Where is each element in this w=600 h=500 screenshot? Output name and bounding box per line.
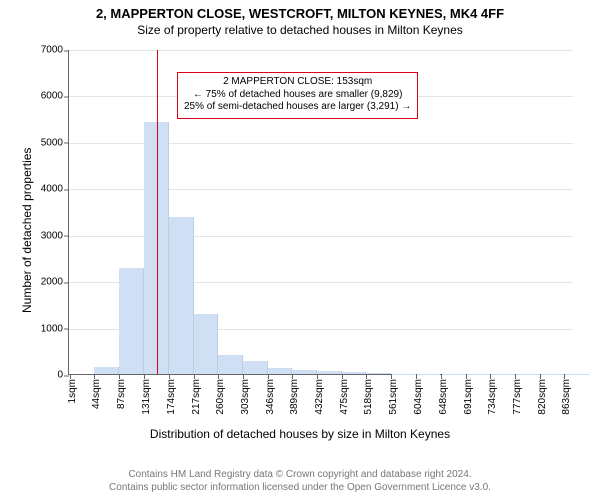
x-tick-label: 303sqm [240,374,251,415]
x-tick-label: 346sqm [265,374,276,415]
histogram-bar [218,355,243,375]
x-tick-label: 734sqm [487,374,498,415]
annotation-line: ← 75% of detached houses are smaller (9,… [184,89,411,102]
x-tick-label: 174sqm [166,374,177,415]
chart-title: 2, MAPPERTON CLOSE, WESTCROFT, MILTON KE… [0,0,600,21]
x-tick-label: 260sqm [215,374,226,415]
reference-line [157,50,158,374]
x-tick-label: 475sqm [339,374,350,415]
x-axis-label: Distribution of detached houses by size … [0,427,600,441]
y-tick-label: 5000 [41,137,69,148]
x-tick-label: 87sqm [116,374,127,409]
gridline [69,50,573,51]
annotation-line: 2 MAPPERTON CLOSE: 153sqm [184,76,411,89]
histogram-bar [194,314,219,374]
x-tick-label: 131sqm [141,374,152,415]
histogram-chart: 2, MAPPERTON CLOSE, WESTCROFT, MILTON KE… [0,0,600,500]
histogram-bar [169,217,194,374]
x-tick-label: 863sqm [561,374,572,415]
y-axis-label: Number of detached properties [20,147,34,312]
histogram-bar [94,367,119,374]
x-tick-label: 691sqm [463,374,474,415]
x-tick-label: 777sqm [512,374,523,415]
y-tick-label: 1000 [41,323,69,334]
x-tick-label: 561sqm [388,374,399,415]
x-tick-label: 820sqm [537,374,548,415]
x-tick-label: 217sqm [191,374,202,415]
x-tick-label: 1sqm [67,374,78,403]
y-tick-label: 6000 [41,91,69,102]
footer-line-1: Contains HM Land Registry data © Crown c… [10,469,590,482]
x-tick-label: 604sqm [413,374,424,415]
x-tick-label: 432sqm [314,374,325,415]
chart-subtitle: Size of property relative to detached ho… [0,21,600,37]
reference-annotation: 2 MAPPERTON CLOSE: 153sqm← 75% of detach… [177,72,418,119]
y-tick-label: 7000 [41,45,69,56]
x-tick-label: 44sqm [91,374,102,409]
x-tick-label: 648sqm [438,374,449,415]
x-tick-label: 389sqm [289,374,300,415]
annotation-line: 25% of semi-detached houses are larger (… [184,101,411,114]
y-tick-label: 2000 [41,277,69,288]
plot-area: 010002000300040005000600070001sqm44sqm87… [68,50,573,375]
y-tick-label: 3000 [41,230,69,241]
chart-footer: Contains HM Land Registry data © Crown c… [10,469,590,494]
y-tick-label: 4000 [41,184,69,195]
footer-line-2: Contains public sector information licen… [10,482,590,495]
histogram-bar [243,361,268,374]
x-tick-label: 518sqm [363,374,374,415]
histogram-bar [119,268,144,374]
